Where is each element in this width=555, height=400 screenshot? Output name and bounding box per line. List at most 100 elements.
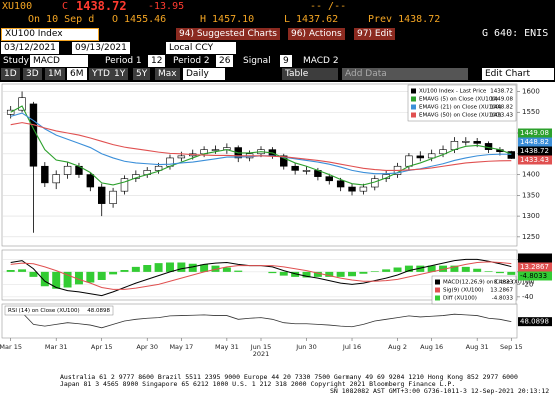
histogram-bar [313,271,322,277]
edit-chart[interactable]: Edit Chart [482,68,554,80]
legend-value: -4.8033 [492,296,514,302]
page-code: G 640: ENIS [482,28,549,39]
year-label: 2021 [253,350,270,358]
x-tick-label: Aug 16 [420,343,443,351]
macd2[interactable]: MACD 2 [303,56,339,66]
histogram-bar [74,271,83,285]
panel-frame [1,249,518,301]
suggested-button[interactable]: 94) Suggested Charts [176,28,280,40]
add-data[interactable]: Add Data [342,68,468,80]
value-tag: 48.0898 [520,318,549,326]
high: H 1457.10 [200,14,255,25]
end-date[interactable]: 09/13/2021 [72,42,130,54]
period2[interactable]: 26 [216,55,234,67]
actions-button[interactable]: 96) Actions [288,28,345,40]
legend-label: MACD(12,26,9) on Close (XU100) [443,280,534,286]
currency[interactable]: Local CCY [166,42,236,54]
x-tick-label: Mar 31 [45,343,68,351]
legend-swatch [435,279,440,285]
candle-body [473,141,481,144]
histogram-bar [279,271,288,276]
legend-value: 8.4833 [494,280,514,286]
period2-label: Period 2 [173,56,210,66]
histogram-bar [291,271,300,277]
low: L 1437.62 [284,14,339,25]
study[interactable]: MACD [30,55,88,67]
candle-body [462,141,470,143]
legend-swatch [411,112,416,118]
candle-body [18,97,26,111]
series-line [10,122,512,171]
legend-swatch [435,287,440,293]
histogram-bar [382,269,391,272]
legend-value: 1438.72 [490,89,513,95]
range-button[interactable]: YTD [89,68,113,80]
value-tag: 1438.72 [520,147,549,155]
close: 1438.72 [76,0,127,13]
start-date[interactable]: 03/12/2021 [1,42,59,54]
period1[interactable]: 12 [148,55,166,67]
legend-swatch [435,295,440,301]
histogram-bar [370,271,379,272]
candle-body [359,186,368,192]
histogram-bar [86,271,95,283]
candle-body [427,153,436,159]
open: O 1455.46 [112,14,167,25]
histogram-bar [154,263,163,272]
histogram-bar [268,271,277,274]
candle-body [405,155,413,167]
candle-body [211,149,220,151]
range-button[interactable]: 1Y [111,68,129,80]
histogram-bar [211,265,220,272]
x-tick-label: Apr 15 [91,343,113,351]
legend-label: EMAVG (21) on Close (XU100) [419,105,501,111]
y-tick-label: 1600 [522,87,540,95]
legend-value: 1448.82 [490,105,513,111]
legend-swatch [411,88,416,94]
candle-body [484,143,493,150]
edit-button[interactable]: 97) Edit [354,28,396,40]
value-tag: 1433.43 [520,156,549,164]
range-button[interactable]: 1M [45,68,65,80]
value-tag-box [518,128,552,138]
histogram-bar [222,267,231,272]
histogram-bar [109,271,118,275]
range-button[interactable]: Max [155,68,180,80]
candle-body [348,186,356,192]
histogram-bar [461,266,470,272]
histogram-bar [131,266,140,272]
close-label: C [62,1,69,12]
value-tag: 1448.82 [520,138,549,146]
range-button[interactable]: 3D [23,68,42,80]
table-button[interactable]: Table [282,68,338,80]
x-tick-label: May 17 [169,343,193,351]
panel-frame [1,83,518,247]
range-button[interactable]: 6M [67,68,87,80]
footer-line: SN 1082082 AST GMT+3:00 G736-1011-3 12-S… [330,387,550,395]
histogram-bar [473,268,482,272]
value-tag-box [518,317,552,327]
histogram-bar [143,265,152,272]
histogram-bar [404,265,413,272]
security-field[interactable]: XU100 Index [1,28,99,41]
frequency[interactable]: Daily [183,68,225,80]
range-button[interactable]: 5Y [133,68,151,80]
legend-swatch [411,96,416,102]
x-tick-label: Apr 30 [136,343,158,351]
y-tick-label: -40 [522,293,533,301]
signal[interactable]: 9 [280,55,292,67]
candle-body [109,190,117,204]
legend-label: Diff (XU100) [443,296,477,302]
candle-body [280,155,288,167]
legend-box [431,275,517,305]
histogram-bar [97,271,106,280]
range-button[interactable]: 1D [1,68,20,80]
histogram-bar [120,270,129,272]
value-tag: 1449.08 [520,129,549,137]
histogram-bar [416,265,425,272]
period1-label: Period 1 [105,56,142,66]
footer-line: Australia 61 2 9777 8600 Brazil 5511 239… [60,373,518,381]
panel-frame [1,303,518,339]
histogram-bar [450,265,459,272]
